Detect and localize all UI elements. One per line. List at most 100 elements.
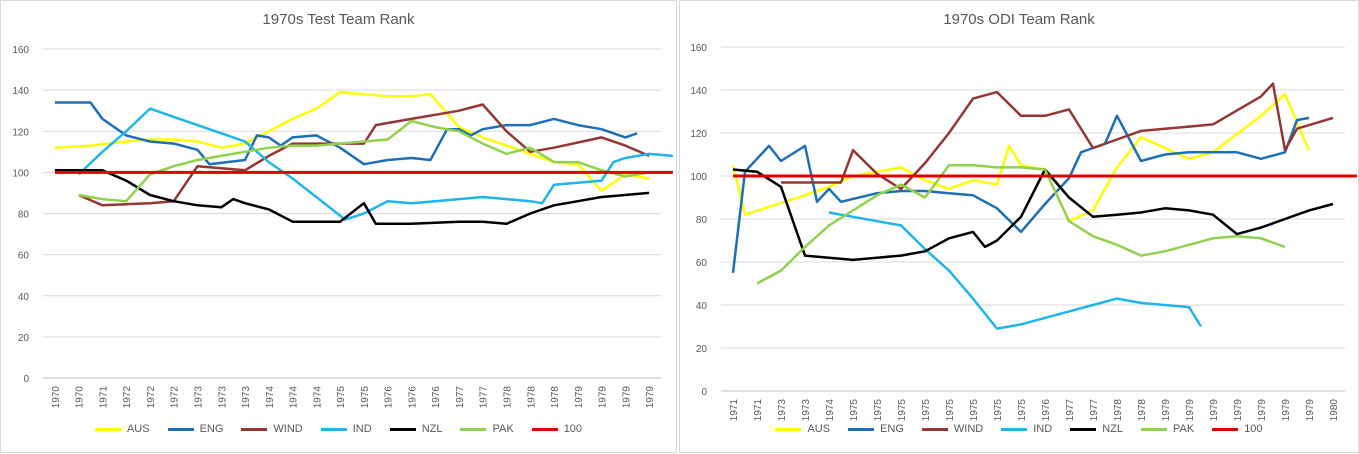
legend-label: 100	[563, 423, 583, 435]
legend-label: ENG	[199, 423, 224, 435]
series-line-nzl	[732, 168, 1334, 262]
x-tick-label: 1970	[51, 386, 62, 409]
y-tick-label: 20	[696, 344, 708, 355]
legend-swatch	[460, 427, 487, 431]
legend-swatch	[389, 427, 416, 431]
series-line-wind	[781, 82, 1334, 191]
legend-swatch	[1070, 427, 1097, 431]
x-tick-label: 1979	[598, 386, 609, 409]
x-tick-label: 1976	[431, 386, 442, 409]
x-tick-label: 1978	[503, 386, 514, 409]
x-tick-label: 1977	[479, 386, 490, 409]
x-tick-label: 1975	[360, 386, 371, 409]
legend-swatch	[1140, 427, 1167, 431]
chart-title: 1970s ODI Team Rank	[943, 11, 1095, 28]
legend-item-pak: PAK	[1140, 423, 1195, 435]
legend-label: WIND	[273, 423, 303, 435]
x-tick-label: 1979	[1209, 399, 1220, 422]
x-tick-label: 1975	[849, 399, 860, 422]
legend-item-wind: WIND	[921, 423, 984, 435]
x-tick-label: 1973	[217, 386, 228, 409]
x-tick-label: 1975	[993, 399, 1004, 422]
x-tick-label: 1973	[194, 386, 205, 409]
y-tick-label: 20	[18, 333, 30, 344]
legend-label: NZL	[1102, 423, 1123, 435]
x-tick-label: 1975	[945, 399, 956, 422]
x-tick-label: 1973	[777, 399, 788, 422]
y-tick-label: 100	[690, 172, 707, 183]
x-tick-label: 1972	[170, 386, 181, 409]
legend-swatch	[921, 427, 948, 431]
legend-swatch	[775, 427, 802, 431]
legend-item-nzl: NZL	[1070, 423, 1123, 435]
legend-item-pak: PAK	[460, 423, 514, 435]
test-rank-plot: 0 20 40 60 80 100 120 140 160 1970 1970 1971 1972 197…	[12, 45, 674, 409]
legend-label: NZL	[421, 423, 443, 435]
series-line-eng	[731, 114, 1310, 273]
legend-item-aus: AUS	[94, 423, 150, 435]
y-tick-label: 0	[701, 387, 707, 398]
x-tick-label: 1975	[921, 399, 932, 422]
x-tick-label: 1972	[146, 386, 157, 409]
legend-label: IND	[352, 423, 372, 435]
x-tick-label: 1976	[1041, 399, 1052, 422]
legend-label: PAK	[1172, 423, 1195, 435]
legend-item-nzl: NZL	[389, 423, 443, 435]
x-tick-label: 1974	[312, 386, 323, 409]
series-line-ind	[828, 211, 1203, 330]
x-tick-label: 1971	[98, 386, 109, 409]
x-tick-label: 1977	[455, 386, 466, 409]
legend-label: ENG	[880, 423, 904, 435]
x-tick-label: 1975	[336, 386, 347, 409]
x-tick-label: 1978	[550, 386, 561, 409]
x-tick-label: 1979	[645, 386, 656, 409]
y-tick-label: 140	[12, 86, 29, 97]
chart-legend: AUS ENG WIND IND NZL PAK 100	[1, 423, 676, 435]
x-tick-label: 1978	[1137, 399, 1148, 422]
legend-item-eng: ENG	[167, 423, 224, 435]
x-tick-label: 1974	[825, 399, 836, 422]
x-tick-label: 1980	[1329, 399, 1340, 422]
x-tick-label: 1976	[407, 386, 418, 409]
odi-rank-plot: 0 20 40 60 80 100 120 140 160 1971 1971 1973 1973 197…	[690, 43, 1357, 422]
y-tick-label: 80	[18, 210, 30, 221]
x-tick-label: 1970	[75, 386, 86, 409]
x-tick-label: 1971	[753, 399, 764, 422]
series-line-ind	[77, 107, 674, 221]
x-tick-label: 1979	[1281, 399, 1292, 422]
y-tick-label: 160	[690, 43, 707, 54]
x-tick-label: 1975	[969, 399, 980, 422]
legend-swatch	[241, 427, 268, 431]
legend-item-eng: ENG	[848, 423, 904, 435]
y-tick-label: 120	[690, 129, 707, 140]
y-tick-label: 140	[690, 86, 707, 97]
x-tick-label: 1979	[1161, 399, 1172, 422]
x-tick-label: 1976	[384, 386, 395, 409]
legend-item-wind: WIND	[241, 423, 303, 435]
y-tick-label: 120	[12, 127, 29, 138]
x-tick-label: 1979	[1305, 399, 1316, 422]
series-line-wind	[78, 103, 650, 207]
legend-label: 100	[1244, 423, 1263, 435]
x-tick-label: 1974	[289, 386, 300, 409]
legend-swatch	[320, 427, 347, 431]
x-tick-label: 1979	[1257, 399, 1268, 422]
x-tick-label: 1974	[265, 386, 276, 409]
y-tick-label: 100	[12, 168, 29, 179]
test-rank-chart: 1970s Test Team Rank 0 20 40 60 80 100 120 140 1…	[0, 0, 677, 453]
series-line-aus	[731, 93, 1311, 223]
x-tick-label: 1977	[1065, 399, 1076, 422]
y-tick-label: 160	[12, 45, 29, 56]
x-tick-label: 1975	[873, 399, 884, 422]
x-tick-label: 1975	[1017, 399, 1028, 422]
legend-swatch	[848, 427, 875, 431]
legend-label: IND	[1033, 423, 1053, 435]
legend-swatch	[1001, 427, 1028, 431]
legend-swatch	[167, 427, 194, 431]
odi-rank-chart: 1970s ODI Team Rank 0 20 40 60 80 100 120 140 16…	[679, 0, 1359, 453]
legend-label: WIND	[953, 423, 984, 435]
legend-label: AUS	[126, 423, 150, 435]
x-tick-label: 1975	[897, 399, 908, 422]
legend-item-100: 100	[531, 423, 583, 435]
y-tick-label: 40	[18, 292, 30, 303]
